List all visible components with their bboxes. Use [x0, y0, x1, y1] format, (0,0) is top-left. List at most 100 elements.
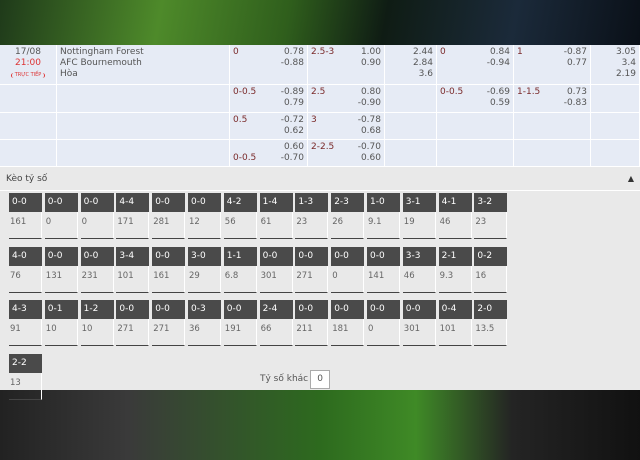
score-card[interactable]: 1-4 61	[259, 193, 293, 239]
odds-value[interactable]: 3.05	[615, 47, 636, 57]
score-card[interactable]: 0-0 131	[44, 246, 78, 293]
score-card[interactable]: 2-0 13.5	[474, 300, 508, 346]
score-odds: 66	[260, 324, 272, 334]
score-card[interactable]: 2-2 13	[9, 353, 42, 400]
score-card[interactable]: 3-0 29	[188, 246, 221, 293]
score-card[interactable]: 0-0 0	[367, 300, 400, 346]
line-value: 0	[233, 47, 239, 57]
score-odds: 23	[475, 217, 487, 227]
score-card[interactable]: 0-0 161	[9, 193, 42, 239]
score-odds: 0	[45, 217, 52, 227]
score-label: 4-0	[9, 246, 42, 266]
score-label: 4-1	[438, 193, 472, 212]
score-card[interactable]: 4-4 171	[116, 193, 150, 239]
score-card[interactable]: 0-3 36	[188, 300, 221, 346]
odds-value[interactable]: 2.84	[412, 58, 433, 68]
score-card[interactable]: 1-2 10	[80, 300, 114, 346]
score-card[interactable]: 0-0 271	[152, 300, 186, 346]
odds-row: 0-0.5 -0.89 0.79 2.5 0.80 -0.90 0-0.5 -0.69 0.59…	[0, 85, 640, 113]
odds-value[interactable]: 0.60	[360, 153, 381, 163]
score-card[interactable]: 0-0 161	[152, 246, 186, 293]
draw-label: Hòa	[60, 69, 78, 79]
home-team[interactable]: Nottingham Forest	[60, 47, 144, 57]
over-under-cell: 2.5 0.80 -0.90	[308, 85, 385, 112]
odds-value[interactable]: -0.78	[357, 115, 381, 125]
odds-value[interactable]: -0.83	[563, 98, 587, 108]
score-card[interactable]: 0-0 271	[295, 246, 329, 293]
odds-value[interactable]: 3.6	[418, 69, 433, 79]
odds-value[interactable]: -0.87	[563, 47, 587, 57]
odds-value[interactable]: 0.77	[566, 58, 587, 68]
score-card[interactable]: 1-0 9.1	[367, 193, 400, 239]
odds-value[interactable]: -0.89	[280, 87, 304, 97]
odds-value[interactable]: 0.80	[360, 87, 381, 97]
odds-row: 17/08 21:00 TRỰC TIẾP Nottingham Forest AFC …	[0, 45, 640, 85]
score-card[interactable]: 0-0 0	[331, 246, 365, 293]
odds-value[interactable]: 0.59	[489, 98, 510, 108]
score-label: 4-2	[223, 193, 257, 212]
odds-value[interactable]: 0.90	[360, 58, 381, 68]
odds-value[interactable]: -0.70	[280, 153, 304, 163]
score-card[interactable]: 0-0 0	[80, 193, 114, 239]
line-value: 1	[517, 47, 523, 57]
score-odds: 61	[260, 217, 272, 227]
odds-value[interactable]: 0.62	[283, 126, 304, 136]
odds-value[interactable]: 1.00	[360, 47, 381, 57]
odds-value[interactable]: 0.78	[283, 47, 304, 57]
score-card[interactable]: 1-3 23	[295, 193, 329, 239]
score-label: 4-3	[9, 300, 42, 319]
live-badge[interactable]: TRỰC TIẾP	[10, 73, 46, 78]
odds-value[interactable]: 0.68	[360, 126, 381, 136]
score-card[interactable]: 0-0 191	[223, 300, 257, 346]
score-label: 2-3	[331, 193, 365, 212]
score-card[interactable]: 2-4 66	[259, 300, 293, 346]
score-card[interactable]: 3-4 101	[116, 246, 150, 293]
away-team[interactable]: AFC Bournemouth	[60, 58, 142, 68]
score-card[interactable]: 0-0 181	[331, 300, 365, 346]
score-card[interactable]: 0-0 281	[152, 193, 186, 239]
score-label: 2-1	[438, 246, 472, 266]
odds-value[interactable]: -0.72	[280, 115, 304, 125]
h1-over-under-cell	[514, 113, 591, 139]
odds-value[interactable]: 0.84	[489, 47, 510, 57]
odds-value[interactable]: 2.44	[412, 47, 433, 57]
score-odds: 26	[332, 217, 344, 227]
score-card[interactable]: 0-0 12	[188, 193, 221, 239]
odds-value[interactable]: -0.94	[486, 58, 510, 68]
score-label: 0-0	[331, 300, 365, 319]
score-card[interactable]: 0-4 101	[438, 300, 472, 346]
score-card[interactable]: 0-2 16	[474, 246, 508, 293]
score-card[interactable]: 3-3 46	[402, 246, 436, 293]
score-card[interactable]: 3-2 23	[474, 193, 508, 239]
section-header[interactable]: Kèo tỷ số ▲	[0, 167, 640, 191]
score-card[interactable]: 0-0 211	[295, 300, 329, 346]
score-card[interactable]: 0-1 10	[44, 300, 78, 346]
odds-value[interactable]: 0.60	[283, 142, 304, 152]
score-card[interactable]: 4-1 46	[438, 193, 472, 239]
score-card[interactable]: 3-1 19	[402, 193, 436, 239]
score-card[interactable]: 0-0 271	[116, 300, 150, 346]
score-card[interactable]: 2-1 9.3	[438, 246, 472, 293]
score-card[interactable]: 4-3 91	[9, 300, 42, 346]
odds-value[interactable]: -0.70	[357, 142, 381, 152]
other-score-value[interactable]: 0	[310, 370, 331, 389]
score-card[interactable]: 0-0 301	[402, 300, 436, 346]
score-card[interactable]: 2-3 26	[331, 193, 365, 239]
odds-value[interactable]: 0.73	[566, 87, 587, 97]
score-card[interactable]: 0-0 0	[44, 193, 78, 239]
odds-value[interactable]: 3.4	[621, 58, 636, 68]
line-value: 2.5	[311, 87, 326, 97]
score-card[interactable]: 1-1 6.8	[223, 246, 257, 293]
score-card[interactable]: 0-0 301	[259, 246, 293, 293]
odds-value[interactable]: 2.19	[615, 69, 636, 79]
score-card[interactable]: 4-2 56	[223, 193, 257, 239]
score-card[interactable]: 0-0 231	[80, 246, 114, 293]
odds-value[interactable]: -0.88	[280, 58, 304, 68]
score-card[interactable]: 0-0 141	[367, 246, 400, 293]
score-card[interactable]: 4-0 76	[9, 246, 42, 293]
match-time-cell	[0, 113, 57, 139]
odds-value[interactable]: -0.90	[357, 98, 381, 108]
triangle-up-icon[interactable]: ▲	[627, 174, 634, 183]
odds-value[interactable]: -0.69	[486, 87, 510, 97]
odds-value[interactable]: 0.79	[283, 98, 304, 108]
